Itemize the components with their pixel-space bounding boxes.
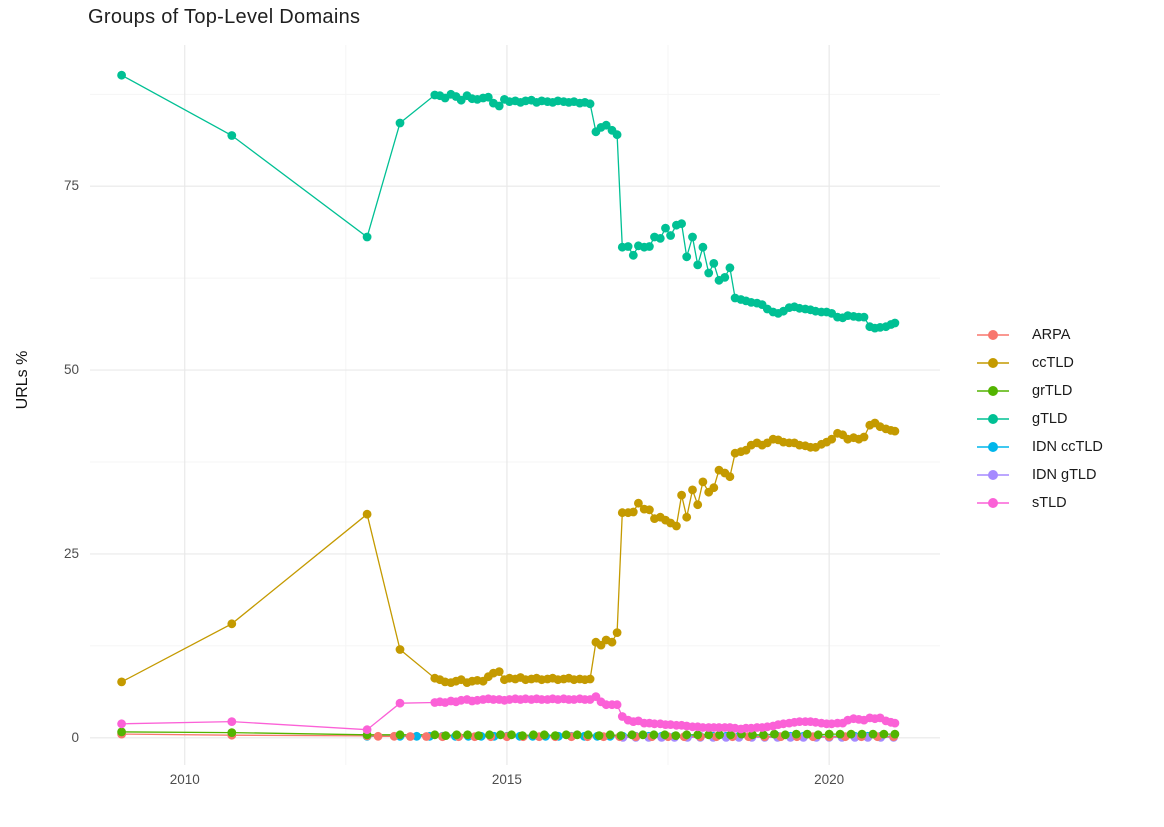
series-points-gTLD [117, 70, 900, 333]
legend-key-icon [977, 470, 1009, 480]
legend-item-IDN-gTLD: IDN gTLD [976, 461, 1103, 489]
y-tick-label: 50 [63, 362, 79, 378]
y-tick-label: 0 [71, 729, 79, 745]
series-line-gTLD [121, 74, 896, 329]
legend-label: sTLD [1032, 495, 1067, 511]
legend-label: ARPA [1032, 327, 1071, 343]
x-tick-label: 2020 [814, 772, 845, 787]
legend-label: grTLD [1032, 383, 1073, 399]
legend: ARPA ccTLD grTLD gTLD IDN ccTLD IDN gTLD sTLD [976, 321, 1103, 517]
legend-label: IDN ccTLD [1032, 439, 1103, 455]
legend-key-icon [977, 442, 1009, 452]
legend-item-ccTLD: ccTLD [976, 349, 1103, 377]
x-tick-label: 2010 [169, 772, 200, 787]
legend-key-icon [977, 386, 1009, 396]
legend-key-icon [977, 498, 1009, 508]
legend-item-ARPA: ARPA [976, 321, 1103, 349]
legend-label: gTLD [1032, 411, 1068, 427]
legend-label: IDN gTLD [1032, 467, 1097, 483]
legend-key-icon [977, 414, 1009, 424]
series-points-ccTLD [117, 418, 900, 687]
y-tick-label: 75 [63, 178, 79, 194]
legend-key-icon [977, 330, 1009, 340]
series-points-grTLD [117, 727, 900, 740]
legend-item-grTLD: grTLD [976, 377, 1103, 405]
series-points-sTLD [117, 692, 900, 735]
legend-key-icon [977, 358, 1009, 368]
x-tick-label: 2015 [491, 772, 522, 787]
legend-item-IDN-ccTLD: IDN ccTLD [976, 433, 1103, 461]
legend-item-gTLD: gTLD [976, 405, 1103, 433]
chart-title: Groups of Top-Level Domains [88, 6, 361, 28]
legend-item-sTLD: sTLD [976, 489, 1103, 517]
legend-label: ccTLD [1032, 355, 1074, 371]
y-tick-label: 25 [63, 545, 79, 561]
